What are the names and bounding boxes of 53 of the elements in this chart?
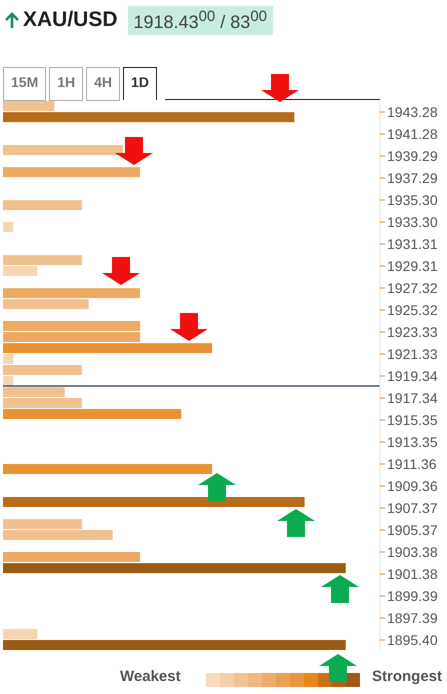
bar <box>3 354 14 364</box>
chart-subtitle: 1918.43$^{00}$ / 83$^{00}$ <box>128 6 273 34</box>
y-tick-label: 1927.32 <box>387 280 438 296</box>
bar <box>3 299 89 310</box>
y-tick-label: 1919.34 <box>387 368 438 384</box>
y-tick-label: 1943.28 <box>387 104 438 120</box>
bar <box>3 255 82 266</box>
text: 4H <box>86 67 120 101</box>
bar <box>3 376 14 386</box>
y-tick-label: 1921.33 <box>387 346 438 362</box>
bar <box>3 409 182 420</box>
y-tick-label: 1909.36 <box>387 478 438 494</box>
chart-title: XAU/USD <box>23 8 118 32</box>
y-tick-label: 1901.38 <box>387 566 438 582</box>
y-tick-label: 1941.28 <box>387 126 438 142</box>
y-tick-label: 1913.35 <box>387 434 438 450</box>
y-tick-label: 1929.31 <box>387 258 438 274</box>
bar <box>3 464 212 474</box>
bar <box>3 497 305 508</box>
y-tick-label: 1899.39 <box>387 588 438 604</box>
text: Strongest <box>372 668 442 685</box>
bar <box>3 266 38 276</box>
bar <box>3 112 294 122</box>
bar <box>3 343 212 354</box>
y-tick-label: 1907.37 <box>387 500 438 516</box>
y-tick-label: 1895.40 <box>387 632 438 648</box>
y-tick-label: 1925.32 <box>387 302 438 318</box>
bar <box>3 200 82 210</box>
bar <box>3 365 82 376</box>
y-tick-label: 1939.29 <box>387 148 438 164</box>
y-tick-label: 1933.30 <box>387 214 438 230</box>
y-tick-label: 1931.31 <box>387 236 438 252</box>
y-tick-label: 1923.33 <box>387 324 438 340</box>
y-tick-label: 1897.39 <box>387 610 438 626</box>
bar <box>3 101 54 112</box>
y-tick-label: 1911.36 <box>387 456 437 472</box>
bar <box>3 167 140 178</box>
bar <box>3 563 346 574</box>
bar <box>3 640 346 650</box>
bar <box>3 222 14 232</box>
bar <box>3 288 140 298</box>
text: 1H <box>49 67 84 101</box>
y-tick-label: 1937.29 <box>387 170 438 186</box>
text: 1D <box>123 67 157 100</box>
y-tick-label: 1915.35 <box>387 412 438 428</box>
bar <box>3 629 38 639</box>
bar <box>3 552 140 562</box>
y-tick-label: 1935.30 <box>387 192 438 208</box>
y-tick-label: 1905.37 <box>387 522 438 538</box>
y-tick-label: 1917.34 <box>387 390 438 406</box>
text: 15M <box>3 67 46 101</box>
y-tick-label: 1903.38 <box>387 544 438 560</box>
text: Weakest <box>120 668 181 685</box>
